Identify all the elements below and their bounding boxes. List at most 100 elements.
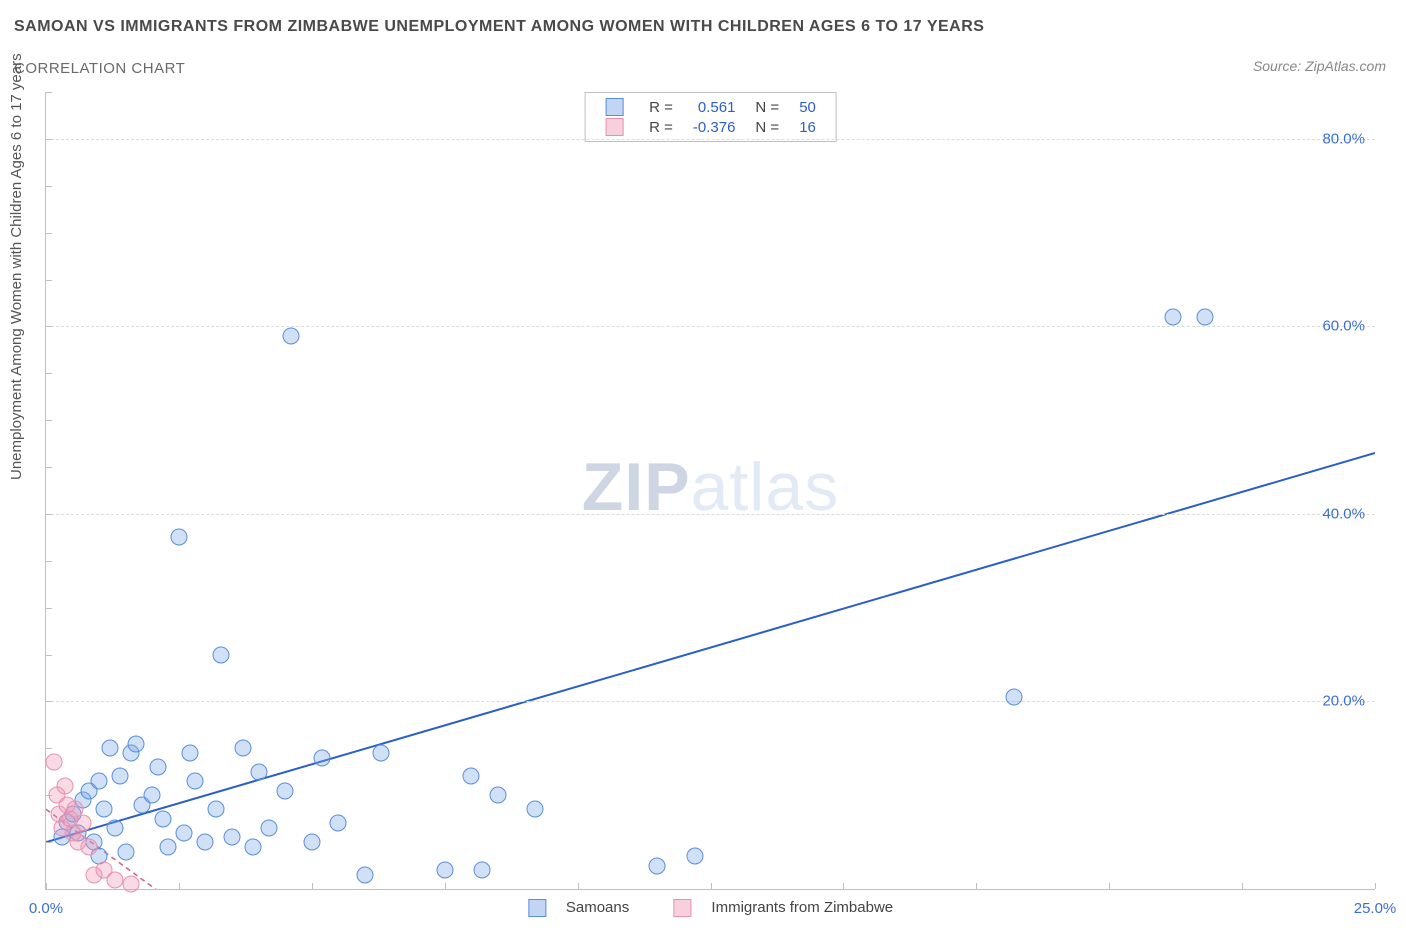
y-minor-tick <box>46 889 52 890</box>
data-point <box>107 820 124 837</box>
data-point <box>112 768 129 785</box>
data-point <box>463 768 480 785</box>
chart-title: SAMOAN VS IMMIGRANTS FROM ZIMBABWE UNEMP… <box>14 18 984 36</box>
chart-subtitle: CORRELATION CHART <box>14 60 185 77</box>
data-point <box>149 759 166 776</box>
y-minor-tick <box>46 561 52 562</box>
gridline <box>46 514 1375 515</box>
data-point <box>170 529 187 546</box>
data-point <box>356 866 373 883</box>
y-minor-tick <box>46 842 52 843</box>
y-minor-tick <box>46 467 52 468</box>
data-point <box>224 829 241 846</box>
series-legend: Samoans Immigrants from Zimbabwe <box>508 899 913 917</box>
gridline <box>46 139 1375 140</box>
r-label: R = <box>639 97 683 117</box>
x-minor-tick <box>711 883 712 889</box>
swatch-pink-icon <box>605 118 623 136</box>
data-point <box>75 815 92 832</box>
n-label: N = <box>745 97 789 117</box>
data-point <box>282 327 299 344</box>
y-minor-tick <box>46 608 52 609</box>
data-point <box>91 773 108 790</box>
n-label: N = <box>745 117 789 137</box>
x-minor-tick <box>1242 883 1243 889</box>
data-point <box>101 740 118 757</box>
n-value: 16 <box>789 117 826 137</box>
y-axis-label: Unemployment Among Women with Children A… <box>8 53 25 480</box>
correlation-legend: R = 0.561 N = 50 R = -0.376 N = 16 <box>584 92 837 142</box>
y-minor-tick <box>46 748 52 749</box>
y-minor-tick <box>46 420 52 421</box>
swatch-blue-icon <box>605 98 623 116</box>
data-point <box>314 749 331 766</box>
y-minor-tick <box>46 514 52 515</box>
data-point <box>186 773 203 790</box>
y-tick-label: 80.0% <box>1322 130 1365 147</box>
r-value: -0.376 <box>683 117 746 137</box>
data-point <box>527 801 544 818</box>
y-minor-tick <box>46 280 52 281</box>
data-point <box>261 820 278 837</box>
gridline <box>46 701 1375 702</box>
x-minor-tick <box>976 883 977 889</box>
x-minor-tick <box>445 883 446 889</box>
data-point <box>1196 309 1213 326</box>
data-point <box>213 646 230 663</box>
data-point <box>176 824 193 841</box>
data-point <box>80 838 97 855</box>
legend-item-samoans: Samoans <box>518 899 639 916</box>
source-credit: Source: ZipAtlas.com <box>1253 58 1386 74</box>
data-point <box>277 782 294 799</box>
y-minor-tick <box>46 139 52 140</box>
data-point <box>686 848 703 865</box>
data-point <box>56 777 73 794</box>
legend-row-samoans: R = 0.561 N = 50 <box>595 97 826 117</box>
data-point <box>123 876 140 893</box>
data-point <box>107 871 124 888</box>
data-point <box>154 810 171 827</box>
data-point <box>1164 309 1181 326</box>
data-point <box>245 838 262 855</box>
data-point <box>117 843 134 860</box>
swatch-pink-icon <box>673 899 691 917</box>
data-point <box>197 834 214 851</box>
data-point <box>1005 688 1022 705</box>
data-point <box>330 815 347 832</box>
data-point <box>208 801 225 818</box>
data-point <box>303 834 320 851</box>
legend-label: Immigrants from Zimbabwe <box>711 899 893 916</box>
legend-item-zimbabwe: Immigrants from Zimbabwe <box>663 899 903 916</box>
plot-area: ZIPatlas R = 0.561 N = 50 R = -0.376 N =… <box>45 92 1375 890</box>
trend-lines <box>46 92 1375 889</box>
x-minor-tick <box>1375 883 1376 889</box>
y-minor-tick <box>46 92 52 93</box>
y-tick-label: 40.0% <box>1322 505 1365 522</box>
y-minor-tick <box>46 373 52 374</box>
y-minor-tick <box>46 655 52 656</box>
x-minor-tick <box>843 883 844 889</box>
n-value: 50 <box>789 97 826 117</box>
x-minor-tick <box>578 883 579 889</box>
r-value: 0.561 <box>683 97 746 117</box>
data-point <box>250 763 267 780</box>
data-point <box>45 754 62 771</box>
data-point <box>436 862 453 879</box>
data-point <box>160 838 177 855</box>
data-point <box>181 745 198 762</box>
data-point <box>649 857 666 874</box>
legend-label: Samoans <box>566 899 629 916</box>
data-point <box>489 787 506 804</box>
y-minor-tick <box>46 701 52 702</box>
trend-line <box>46 453 1375 842</box>
y-tick-label: 20.0% <box>1322 693 1365 710</box>
data-point <box>144 787 161 804</box>
x-tick-label: 25.0% <box>1354 900 1397 917</box>
x-minor-tick <box>312 883 313 889</box>
x-minor-tick <box>1109 883 1110 889</box>
r-label: R = <box>639 117 683 137</box>
data-point <box>234 740 251 757</box>
x-tick-label: 0.0% <box>29 900 63 917</box>
data-point <box>128 735 145 752</box>
y-minor-tick <box>46 326 52 327</box>
